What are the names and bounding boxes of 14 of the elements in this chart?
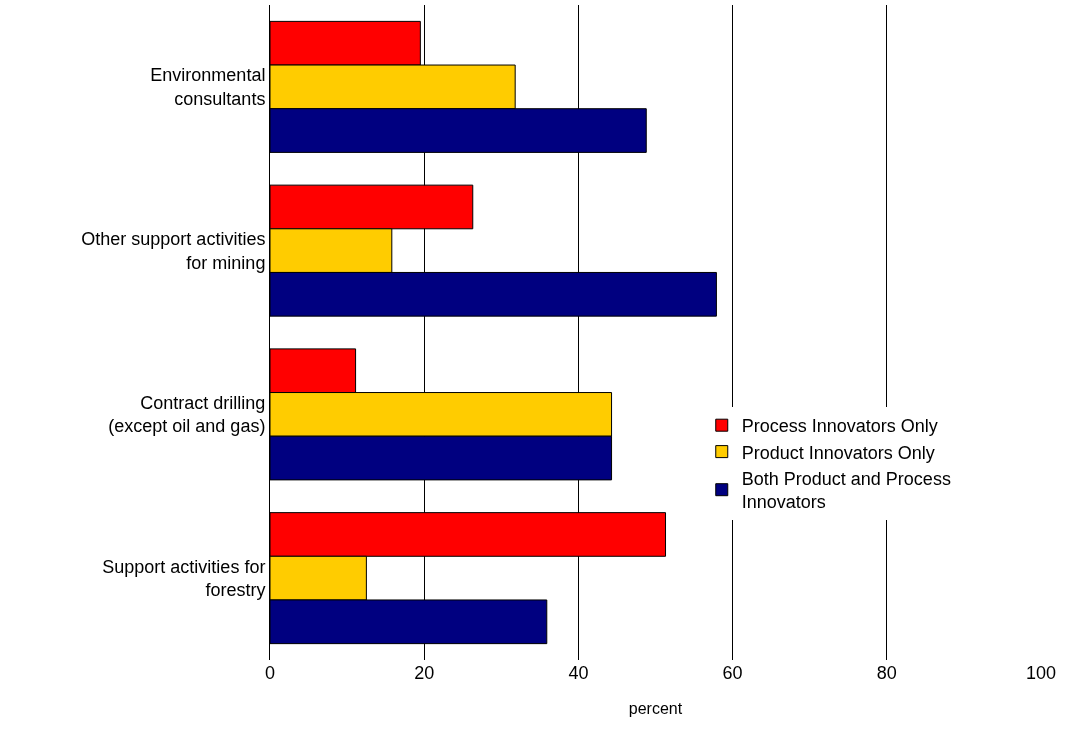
x-tick-label: 0	[264, 663, 276, 683]
x-tick-label: 80	[876, 663, 897, 683]
legend-label: Both Product and Process Innovators	[741, 469, 951, 513]
x-tick-label: 40	[568, 663, 589, 683]
y-tick-label: Support activities for forestry	[102, 556, 266, 601]
legend-label: Process Innovators Only	[741, 416, 938, 437]
x-axis-title: percent	[628, 699, 683, 717]
y-tick-label: Environmental consultants	[150, 65, 266, 109]
legend-label: Product Innovators Only	[741, 442, 935, 463]
y-tick-label: Contract drilling (except oil and gas)	[108, 392, 266, 437]
x-tick-label: 20	[414, 663, 435, 683]
x-tick-label: 60	[722, 663, 743, 683]
y-tick-label: Other support activities for mining	[81, 229, 266, 273]
x-tick-label: 100	[1025, 663, 1057, 683]
